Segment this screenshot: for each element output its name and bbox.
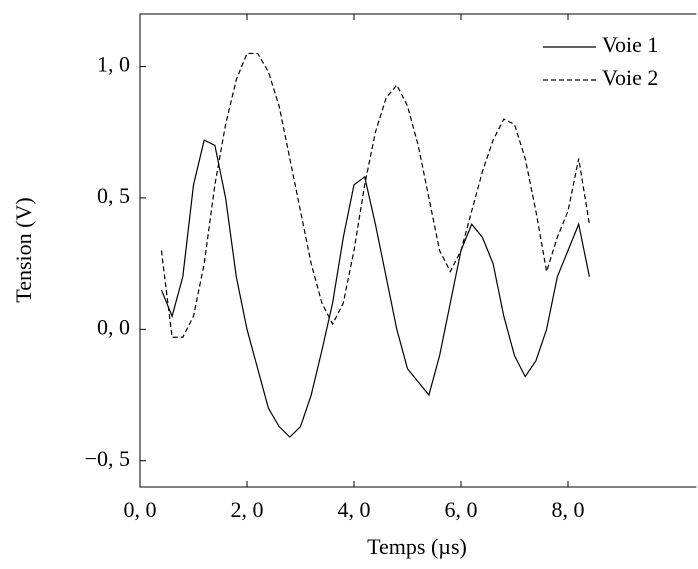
series-line: [160, 52, 590, 338]
x-tick-label: 0, 0: [124, 497, 157, 522]
x-tick-label: 6, 0: [445, 497, 478, 522]
x-axis-label: Temps (µs): [367, 534, 467, 559]
y-tick-label: −0, 5: [85, 446, 130, 471]
x-tick-label: 4, 0: [338, 497, 371, 522]
legend-label: Voie 2: [602, 65, 658, 90]
y-tick-label: 0, 0: [97, 314, 130, 339]
y-tick-label: 1, 0: [97, 52, 130, 77]
plot-frame: [139, 13, 697, 488]
x-tick-label: 2, 0: [231, 497, 264, 522]
legend-label: Voie 1: [602, 32, 658, 57]
y-tick-label: 0, 5: [97, 183, 130, 208]
series-line: [160, 139, 590, 438]
x-tick-label: 8, 0: [552, 497, 585, 522]
y-axis-label: Tension (V): [11, 197, 36, 302]
